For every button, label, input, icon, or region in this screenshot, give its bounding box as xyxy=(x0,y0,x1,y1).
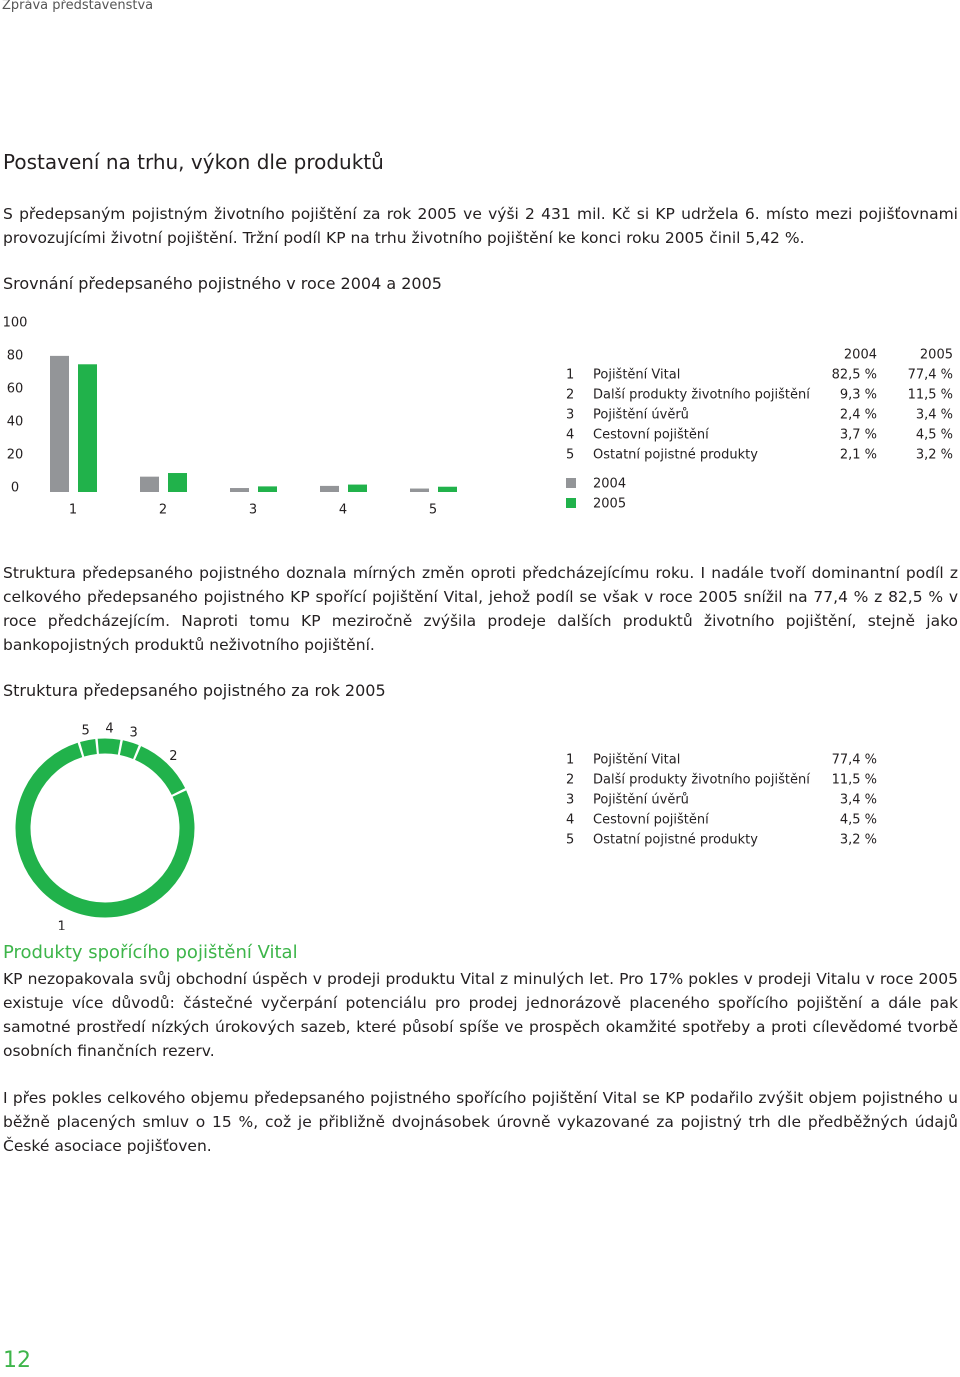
y-tick-label: 80 xyxy=(7,349,24,364)
y-tick-label: 20 xyxy=(7,448,24,463)
row-number: 5 xyxy=(566,833,574,848)
row-value: 4,5 % xyxy=(916,428,953,443)
legend-swatch xyxy=(566,498,576,508)
donut-segment xyxy=(134,746,186,796)
row-value: 2,1 % xyxy=(840,448,877,463)
row-value: 11,5 % xyxy=(832,773,877,788)
donut-segment xyxy=(15,742,195,918)
row-name: Ostatní pojistné produkty xyxy=(593,448,758,463)
row-number: 1 xyxy=(566,368,574,383)
bar xyxy=(230,488,249,492)
bar xyxy=(320,485,339,492)
donut-segment xyxy=(119,740,139,760)
row-name: Pojištění úvěrů xyxy=(593,408,689,423)
row-number: 3 xyxy=(566,793,574,808)
row-value: 3,4 % xyxy=(916,408,953,423)
x-tick-label: 2 xyxy=(159,503,167,518)
x-tick-label: 4 xyxy=(339,503,347,518)
row-name: Další produkty životního pojištění xyxy=(593,773,810,788)
table-header: 2004 xyxy=(844,348,877,363)
row-number: 3 xyxy=(566,408,574,423)
x-tick-label: 3 xyxy=(249,503,257,518)
bar xyxy=(140,476,159,492)
row-value: 3,7 % xyxy=(840,428,877,443)
row-value: 11,5 % xyxy=(908,388,953,403)
heading: Postavení na trhu, výkon dle produktů xyxy=(3,150,384,174)
paragraph: I přes pokles celkového objemu předepsan… xyxy=(3,1089,958,1155)
header: Zpráva představenstva xyxy=(2,0,154,13)
bar xyxy=(410,488,429,492)
row-name: Cestovní pojištění xyxy=(593,813,709,828)
section-heading: Produkty spořícího pojištění Vital xyxy=(3,942,298,963)
row-number: 4 xyxy=(566,813,574,828)
row-number: 1 xyxy=(566,753,574,768)
row-number: 2 xyxy=(566,388,574,403)
bar xyxy=(168,473,187,492)
y-tick-label: 40 xyxy=(7,415,24,430)
donut-segment xyxy=(97,738,121,755)
donut-segment xyxy=(80,739,97,757)
x-tick-label: 1 xyxy=(69,503,77,518)
row-number: 4 xyxy=(566,428,574,443)
row-name: Pojištění úvěrů xyxy=(593,793,689,808)
page-number: 12 xyxy=(3,1348,31,1373)
row-name: Ostatní pojistné produkty xyxy=(593,833,758,848)
segment-label: 2 xyxy=(169,749,177,764)
row-value: 3,4 % xyxy=(840,793,877,808)
x-tick-label: 5 xyxy=(429,503,437,518)
legend-label: 2004 xyxy=(593,477,626,492)
paragraph: S předepsaným pojistným životního pojišt… xyxy=(3,205,958,247)
row-value: 9,3 % xyxy=(840,388,877,403)
segment-label: 1 xyxy=(57,919,65,930)
y-tick-label: 60 xyxy=(7,382,24,397)
row-value: 77,4 % xyxy=(832,753,877,768)
legend-label: 2005 xyxy=(593,497,626,512)
row-value: 4,5 % xyxy=(840,813,877,828)
row-value: 3,2 % xyxy=(916,448,953,463)
table-header: 2005 xyxy=(920,348,953,363)
paragraph: Struktura předepsaného pojistného doznal… xyxy=(3,564,958,654)
row-name: Pojištění Vital xyxy=(593,368,680,383)
bar xyxy=(78,364,97,492)
row-value: 82,5 % xyxy=(832,368,877,383)
row-value: 3,2 % xyxy=(840,833,877,848)
legend-swatch xyxy=(566,478,576,488)
y-tick-label: 100 xyxy=(3,316,28,331)
segment-label: 3 xyxy=(130,726,138,741)
paragraph: KP nezopakovala svůj obchodní úspěch v p… xyxy=(3,970,958,1060)
chart-title: Struktura předepsaného pojistného za rok… xyxy=(3,681,386,700)
row-number: 5 xyxy=(566,448,574,463)
bar xyxy=(50,355,69,492)
bar xyxy=(258,486,277,492)
row-name: Pojištění Vital xyxy=(593,753,680,768)
segment-label: 4 xyxy=(105,722,113,737)
y-tick-label: 0 xyxy=(11,481,19,496)
row-name: Cestovní pojištění xyxy=(593,428,709,443)
bar xyxy=(348,484,367,492)
segment-label: 5 xyxy=(82,723,90,738)
row-number: 2 xyxy=(566,773,574,788)
row-value: 2,4 % xyxy=(840,408,877,423)
bar-chart: 0 20 40 60 80 100 1 2 3 4 5 2004 2004 2005 2005 1 Pojišt… xyxy=(3,316,953,518)
chart-title: Srovnání předepsaného pojistného v roce … xyxy=(3,274,442,293)
row-value: 77,4 % xyxy=(908,368,953,383)
bar xyxy=(438,486,457,492)
row-name: Další produkty životního pojištění xyxy=(593,388,810,403)
